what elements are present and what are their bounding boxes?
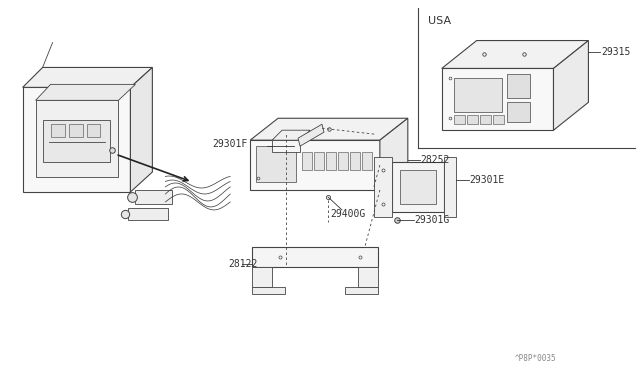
Polygon shape: [36, 100, 118, 177]
Text: 29301F: 29301F: [212, 139, 248, 149]
Polygon shape: [302, 152, 312, 170]
Polygon shape: [272, 140, 300, 152]
Polygon shape: [252, 247, 378, 267]
Text: 29400G: 29400G: [330, 209, 365, 219]
Polygon shape: [338, 152, 348, 170]
Polygon shape: [256, 146, 296, 182]
Polygon shape: [507, 74, 529, 98]
Polygon shape: [68, 124, 83, 137]
Polygon shape: [350, 152, 360, 170]
Polygon shape: [467, 115, 477, 124]
Polygon shape: [86, 124, 100, 137]
Polygon shape: [298, 124, 324, 146]
Polygon shape: [442, 41, 588, 68]
Polygon shape: [493, 115, 504, 124]
Polygon shape: [442, 68, 554, 130]
Polygon shape: [362, 152, 372, 170]
Polygon shape: [43, 120, 111, 162]
Polygon shape: [51, 124, 65, 137]
Text: 29301E: 29301E: [470, 174, 505, 185]
Polygon shape: [454, 78, 502, 112]
Text: 29301G: 29301G: [415, 215, 450, 225]
Text: 28252: 28252: [420, 155, 450, 165]
Polygon shape: [36, 84, 136, 100]
Polygon shape: [250, 140, 380, 190]
Polygon shape: [272, 130, 310, 140]
Polygon shape: [380, 118, 408, 190]
Polygon shape: [314, 152, 324, 170]
Polygon shape: [554, 41, 588, 130]
Polygon shape: [479, 115, 491, 124]
Polygon shape: [22, 87, 131, 192]
Polygon shape: [129, 208, 168, 220]
Polygon shape: [454, 115, 465, 124]
Polygon shape: [345, 286, 378, 294]
Text: ^P8P*0035: ^P8P*0035: [515, 355, 556, 363]
Polygon shape: [22, 67, 152, 87]
Text: 28122: 28122: [228, 259, 257, 269]
Polygon shape: [252, 267, 272, 286]
Text: USA: USA: [428, 16, 451, 26]
Polygon shape: [250, 118, 408, 140]
Polygon shape: [358, 267, 378, 286]
Polygon shape: [136, 190, 172, 204]
Polygon shape: [392, 162, 444, 212]
Polygon shape: [400, 170, 436, 204]
Text: 29315: 29315: [602, 47, 631, 57]
Polygon shape: [507, 102, 529, 122]
Polygon shape: [131, 67, 152, 192]
Polygon shape: [252, 286, 285, 294]
Polygon shape: [444, 157, 456, 217]
Polygon shape: [374, 157, 392, 217]
Polygon shape: [326, 152, 336, 170]
